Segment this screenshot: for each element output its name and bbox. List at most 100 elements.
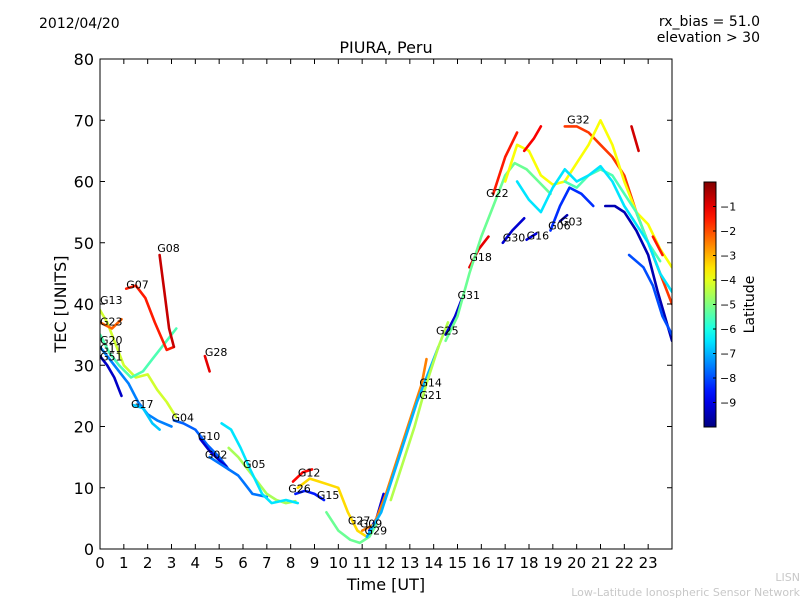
- series-line-G26: [220, 422, 300, 505]
- satellite-label-G27: G27: [348, 515, 371, 528]
- colorbar-tick-label: −1: [720, 201, 736, 214]
- satellite-label-G21: G21: [419, 389, 442, 402]
- series-line-G03: [558, 213, 569, 223]
- series-line-G04: [172, 419, 230, 471]
- satellite-label-G23: G23: [100, 315, 123, 328]
- y-tick-label: 20: [74, 418, 94, 437]
- satellite-label-G11: G11: [100, 342, 123, 355]
- colorbar-tick-label: −6: [720, 323, 736, 336]
- series-group: [100, 119, 672, 545]
- satellite-label-G26: G26: [288, 483, 311, 496]
- satellite-label-G18: G18: [469, 251, 492, 264]
- colorbar-tick-label: −4: [720, 274, 736, 287]
- series-line-G25: [389, 321, 450, 502]
- satellite-label-G17: G17: [131, 398, 154, 411]
- satellite-label-G16: G16: [527, 230, 550, 243]
- satellite-label-G14: G14: [419, 377, 442, 390]
- x-tick-label: 6: [238, 554, 248, 572]
- x-tick-label: 2: [143, 554, 153, 572]
- series-line-G05: [227, 446, 297, 505]
- series-line-G23: [100, 318, 123, 330]
- series-line-G51: [100, 354, 123, 398]
- y-axis-label: TEC [UNITS]: [51, 256, 70, 354]
- satellite-label-G51: G51: [100, 350, 123, 363]
- y-tick-label: 70: [74, 111, 94, 130]
- y-tick-label: 60: [74, 173, 94, 192]
- bias-info: rx_bias = 51.0 elevation > 30: [657, 14, 760, 46]
- series-line-G09: [325, 510, 378, 545]
- series-line-G12: [291, 468, 314, 483]
- series-line-G27: [296, 477, 369, 539]
- satellite-label-G05: G05: [243, 458, 266, 471]
- colorbar-tick-label: −8: [720, 372, 736, 385]
- x-tick-label: 10: [329, 554, 348, 572]
- satellite-label-G15: G15: [317, 489, 340, 502]
- x-tick-label: 14: [424, 554, 443, 572]
- x-tick-label: 16: [472, 554, 491, 572]
- satellite-label-G22: G22: [486, 187, 509, 200]
- series-line-G22: [444, 161, 552, 343]
- series-line-G32b: [503, 119, 672, 269]
- y-tick-label: 50: [74, 234, 94, 253]
- satellite-label-G30: G30: [503, 232, 526, 245]
- x-tick-label: 4: [191, 554, 201, 572]
- series-line-G15: [294, 489, 326, 502]
- satellite-label-G28: G28: [205, 346, 228, 359]
- x-tick-label: 17: [496, 554, 515, 572]
- series-line-G14: [360, 357, 428, 532]
- series-line-Gb: [492, 131, 519, 196]
- colorbar-tick-label: −3: [720, 250, 736, 263]
- satellite-label-G31: G31: [458, 289, 481, 302]
- series-line-Ge: [604, 204, 672, 343]
- colorbar-tick-label: −2: [720, 225, 736, 238]
- series-line-G08: [158, 253, 176, 349]
- x-axis-label: Time [UT]: [346, 575, 425, 594]
- x-tick-label: 18: [519, 554, 538, 572]
- series-line-G21: [365, 345, 440, 539]
- satellite-label-G29: G29: [365, 524, 388, 537]
- x-tick-label: 15: [448, 554, 467, 572]
- x-tick-label: 5: [214, 554, 224, 572]
- footer-network: Low-Latitude Ionospheric Sensor Network: [571, 586, 800, 599]
- x-tick-label: 22: [615, 554, 634, 572]
- satellite-label-G25: G25: [436, 325, 459, 338]
- footer-credit: LISN Low-Latitude Ionospheric Sensor Net…: [571, 570, 800, 600]
- series-line-G10: [198, 437, 228, 468]
- x-tick-label: 21: [591, 554, 610, 572]
- colorbar-tick-label: −9: [720, 397, 736, 410]
- colorbar-tick-label: −5: [720, 299, 736, 312]
- colorbar-label: Latitude: [742, 276, 758, 334]
- satellite-label-G09: G09: [360, 518, 383, 531]
- satellite-label-G03: G03: [560, 216, 583, 229]
- x-tick-label: 13: [400, 554, 419, 572]
- series-line-G11: [100, 345, 173, 428]
- satellite-label-G08: G08: [157, 242, 180, 255]
- satellite-label-G12: G12: [298, 467, 321, 480]
- series-line-Ga: [515, 164, 672, 294]
- elevation-label: elevation > 30: [656, 30, 760, 46]
- x-tick-label: 9: [310, 554, 320, 572]
- x-tick-label: 20: [567, 554, 586, 572]
- x-tick-label: 8: [286, 554, 296, 572]
- series-line-Gg: [651, 235, 664, 257]
- colorbar-tick-label: −7: [720, 348, 736, 361]
- series-line-G28: [203, 354, 211, 373]
- x-tick-label: 1: [119, 554, 129, 572]
- footer-lisn: LISN: [775, 571, 800, 584]
- series-line-G17: [132, 403, 161, 431]
- x-tick-label: 3: [167, 554, 177, 572]
- y-tick-label: 80: [74, 50, 94, 69]
- satellite-label-G02: G02: [205, 448, 228, 461]
- y-tick-label: 30: [74, 356, 94, 375]
- y-tick-label: 0: [84, 540, 94, 559]
- series-line-Gd: [630, 125, 640, 153]
- satellite-label-G07: G07: [126, 279, 149, 292]
- series-line-G07: [124, 284, 176, 352]
- satellite-label-G10: G10: [198, 430, 221, 443]
- series-line-Gc: [522, 125, 543, 153]
- series-line-G30: [501, 217, 526, 245]
- x-tick-label: 0: [95, 554, 105, 572]
- x-tick-label: 19: [543, 554, 562, 572]
- satellite-label-G04: G04: [172, 412, 195, 425]
- series-line-G16: [525, 232, 538, 241]
